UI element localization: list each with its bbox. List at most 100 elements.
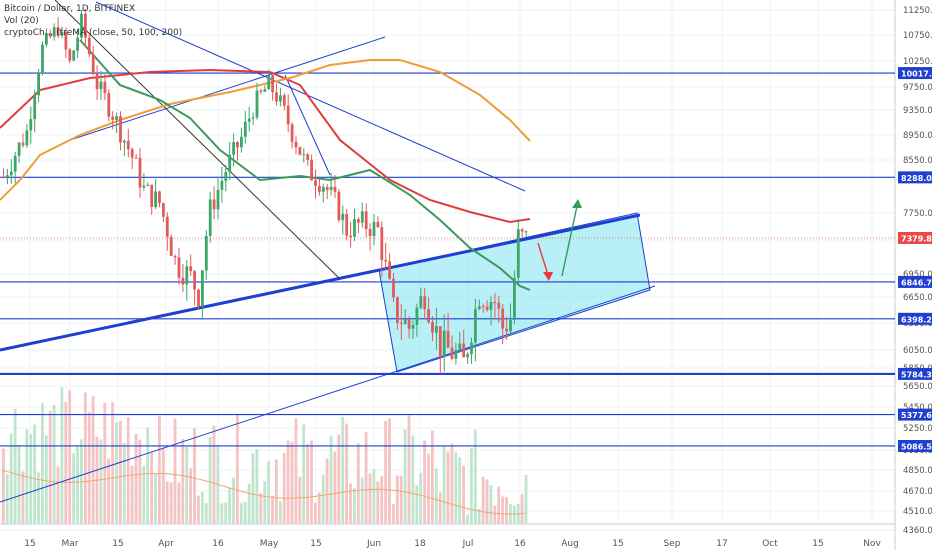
candle-body	[25, 130, 29, 146]
candle-body	[442, 330, 446, 357]
candle-body	[474, 308, 477, 343]
candle-body	[509, 319, 512, 332]
candle-body	[321, 187, 325, 192]
volume-bar	[454, 451, 458, 524]
y-tick-label: 11250.0	[903, 6, 932, 16]
volume-bar	[423, 440, 426, 524]
volume-bar	[83, 392, 87, 524]
horizontal-levels	[0, 72, 895, 447]
price-label-box	[898, 231, 932, 244]
volume-bar	[9, 433, 13, 524]
trend-lines	[0, 0, 656, 503]
candle-body	[431, 322, 434, 333]
candle-body	[333, 186, 337, 192]
y-tick-label: 5650.0	[903, 382, 932, 392]
candle-body	[115, 116, 118, 120]
y-tick-label: 5450.0	[903, 403, 932, 413]
y-tick-label: 9750.0	[903, 83, 932, 93]
candle-body	[240, 136, 243, 148]
volume-bar	[239, 502, 243, 524]
price-label: 6398.2	[901, 315, 932, 324]
projection-arrows	[537, 199, 582, 281]
candle-body	[177, 257, 181, 278]
candle-body	[64, 31, 68, 50]
volume-bar	[267, 461, 270, 524]
candle-body	[224, 172, 228, 181]
candle-body	[68, 49, 72, 61]
volume-bar	[302, 424, 306, 524]
x-tick-label: 15	[24, 539, 35, 549]
candle-body	[243, 121, 247, 137]
candle-body	[282, 95, 286, 106]
candle-body	[329, 186, 333, 191]
candle-body	[477, 306, 481, 309]
candle-body	[247, 118, 251, 122]
chart-title: Bitcoin / Dollar, 1D, BITFINEX	[4, 4, 136, 14]
volume-bar	[236, 414, 239, 524]
candle-body	[415, 307, 419, 326]
candle-body	[345, 214, 349, 236]
volume-bar	[41, 403, 44, 524]
candle-body	[158, 191, 161, 204]
volume-bar	[489, 484, 493, 524]
moving-averages	[0, 39, 531, 291]
candle-body	[197, 289, 200, 307]
candle-body	[9, 171, 13, 176]
volume-bar	[122, 442, 126, 524]
volume-bar	[411, 435, 415, 524]
x-tick-label: Aug	[561, 539, 579, 549]
volume-bar	[298, 476, 302, 524]
volume-bar	[520, 494, 524, 524]
candle-body	[103, 81, 107, 94]
volume-bar	[130, 465, 134, 524]
volume-bar	[158, 415, 161, 524]
candle-body	[360, 211, 364, 223]
volume-bar	[150, 452, 153, 524]
volume-bar	[321, 474, 325, 524]
candle-body	[497, 302, 501, 309]
price-label-box	[898, 67, 932, 80]
volume-bar	[181, 438, 185, 524]
black-trend-line	[54, 0, 341, 280]
price-label: 8288.0	[901, 174, 932, 183]
candle-body	[396, 297, 399, 323]
candle-body	[91, 54, 95, 75]
volume-bar	[271, 495, 274, 524]
indicator-ma: cryptoCh... (treMA (close, 50, 100, 200)	[4, 28, 183, 38]
x-tick-label: Apr	[158, 539, 174, 549]
volume-bar	[349, 483, 352, 524]
candle-body	[290, 124, 294, 142]
volume-bar	[232, 477, 235, 524]
volume-bar	[278, 501, 282, 524]
volume-bar	[243, 501, 247, 524]
x-tick-label: Nov	[863, 539, 881, 549]
volume-bar	[470, 448, 473, 524]
candle-body	[454, 350, 458, 359]
short-trend-line	[284, 74, 331, 176]
lower-trend-line	[0, 285, 656, 503]
volume-bar	[87, 411, 91, 524]
candle-body	[388, 261, 391, 279]
volume-bar	[119, 420, 122, 524]
candle-body	[185, 266, 189, 285]
candle-body	[462, 343, 466, 358]
y-tick-label: 4670.0	[903, 487, 932, 497]
volume-bar	[17, 445, 21, 524]
candle-body	[524, 231, 528, 233]
price-label-box	[898, 439, 932, 452]
candle-body	[33, 95, 37, 120]
volume-bar	[415, 485, 419, 524]
volume-bar	[103, 402, 107, 524]
volume-bar	[275, 459, 278, 524]
ma-100-line	[0, 68, 531, 224]
candles	[2, 9, 528, 374]
candle-body	[275, 92, 278, 102]
candle-body	[419, 296, 423, 308]
volume-bar	[368, 473, 372, 524]
x-tick-label: 15	[812, 539, 823, 549]
descending-trend-line	[95, 1, 526, 192]
y-tick-label: 6950.0	[903, 270, 932, 280]
candle-body	[513, 277, 516, 320]
